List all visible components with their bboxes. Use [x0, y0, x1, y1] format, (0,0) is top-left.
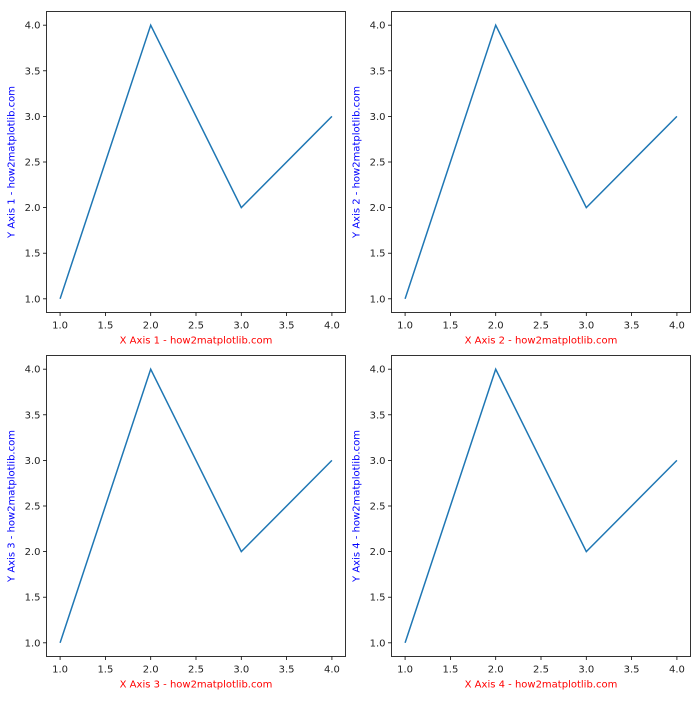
x-tick-label: 2.5 — [188, 321, 204, 332]
y-tick-label: 3.5 — [370, 410, 386, 421]
y-tick-label: 2.5 — [25, 158, 41, 169]
y-tick-label: 2.0 — [370, 203, 386, 214]
axes-frame — [392, 12, 691, 313]
x-axis-label: X Axis 1 - how2matplotlib.com — [120, 336, 273, 347]
y-tick-label: 1.5 — [370, 593, 386, 604]
x-tick-label: 4.0 — [669, 321, 685, 332]
y-axis-label: Y Axis 1 - how2matplotlib.com — [7, 86, 18, 239]
x-tick-label: 1.0 — [397, 321, 413, 332]
subplot-1: 1.0 1.5 2.0 2.5 3.0 3.5 4.0 1.0 1.5 2.0 2.5 3.0 3.5 4… — [7, 12, 346, 347]
x-tick-label: 1.0 — [52, 321, 68, 332]
x-tick-label: 3.0 — [233, 321, 249, 332]
axes-frame — [392, 356, 691, 657]
x-tick-label: 3.5 — [624, 665, 640, 676]
x-tick-label: 4.0 — [324, 665, 340, 676]
y-tick-label: 2.5 — [370, 158, 386, 169]
y-tick-label: 3.0 — [25, 456, 41, 467]
series-line — [60, 369, 332, 643]
y-tick-label: 2.5 — [370, 502, 386, 513]
x-axis-label: X Axis 4 - how2matplotlib.com — [465, 680, 618, 691]
x-axis-label: X Axis 3 - how2matplotlib.com — [120, 680, 273, 691]
x-tick-label: 3.5 — [279, 665, 295, 676]
y-axis-label: Y Axis 3 - how2matplotlib.com — [7, 430, 18, 583]
y-tick-label: 1.5 — [370, 249, 386, 260]
x-tick-label: 3.0 — [578, 321, 594, 332]
y-axis-label: Y Axis 4 - how2matplotlib.com — [352, 430, 363, 583]
y-tick-label: 1.0 — [25, 294, 41, 305]
y-tick-label: 3.5 — [25, 410, 41, 421]
series-line — [405, 369, 677, 643]
x-tick-label: 2.5 — [533, 321, 549, 332]
x-tick-label: 2.0 — [488, 321, 504, 332]
y-tick-label: 3.0 — [370, 456, 386, 467]
y-tick-label: 2.5 — [25, 502, 41, 513]
y-tick-label: 3.0 — [370, 112, 386, 123]
x-tick-label: 3.5 — [279, 321, 295, 332]
y-tick-label: 4.0 — [370, 365, 386, 376]
x-tick-label: 3.0 — [233, 665, 249, 676]
y-tick-label: 2.0 — [25, 547, 41, 558]
y-tick-label: 3.5 — [370, 66, 386, 77]
x-tick-label: 2.5 — [533, 665, 549, 676]
x-tick-label: 4.0 — [669, 665, 685, 676]
x-tick-label: 2.0 — [143, 321, 159, 332]
subplot-4: 1.0 1.5 2.0 2.5 3.0 3.5 4.0 1.0 1.5 2.0 2.5 3.0 3.5 4… — [352, 356, 691, 691]
axes-frame — [47, 356, 346, 657]
y-tick-label: 4.0 — [370, 21, 386, 32]
y-tick-label: 4.0 — [25, 365, 41, 376]
y-tick-label: 2.0 — [25, 203, 41, 214]
y-tick-label: 3.0 — [25, 112, 41, 123]
y-tick-label: 3.5 — [25, 66, 41, 77]
subplot-3: 1.0 1.5 2.0 2.5 3.0 3.5 4.0 1.0 1.5 2.0 2.5 3.0 3.5 4… — [7, 356, 346, 691]
x-tick-label: 2.0 — [143, 665, 159, 676]
axes-frame — [47, 12, 346, 313]
x-tick-label: 1.0 — [397, 665, 413, 676]
series-line — [405, 25, 677, 299]
x-tick-label: 2.5 — [188, 665, 204, 676]
y-tick-label: 4.0 — [25, 21, 41, 32]
y-tick-label: 1.5 — [25, 249, 41, 260]
x-tick-label: 1.5 — [97, 665, 113, 676]
x-tick-label: 1.5 — [97, 321, 113, 332]
x-tick-label: 4.0 — [324, 321, 340, 332]
x-tick-label: 1.5 — [442, 321, 458, 332]
x-tick-label: 1.0 — [52, 665, 68, 676]
y-tick-label: 1.0 — [370, 294, 386, 305]
x-tick-label: 2.0 — [488, 665, 504, 676]
x-axis-label: X Axis 2 - how2matplotlib.com — [465, 336, 618, 347]
y-tick-label: 2.0 — [370, 547, 386, 558]
x-tick-label: 3.0 — [578, 665, 594, 676]
y-tick-label: 1.5 — [25, 593, 41, 604]
x-tick-label: 3.5 — [624, 321, 640, 332]
subplot-2: 1.0 1.5 2.0 2.5 3.0 3.5 4.0 1.0 1.5 2.0 2.5 3.0 3.5 4… — [352, 12, 691, 347]
x-tick-label: 1.5 — [442, 665, 458, 676]
series-line — [60, 25, 332, 299]
y-tick-label: 1.0 — [25, 638, 41, 649]
y-axis-label: Y Axis 2 - how2matplotlib.com — [352, 86, 363, 239]
y-tick-label: 1.0 — [370, 638, 386, 649]
